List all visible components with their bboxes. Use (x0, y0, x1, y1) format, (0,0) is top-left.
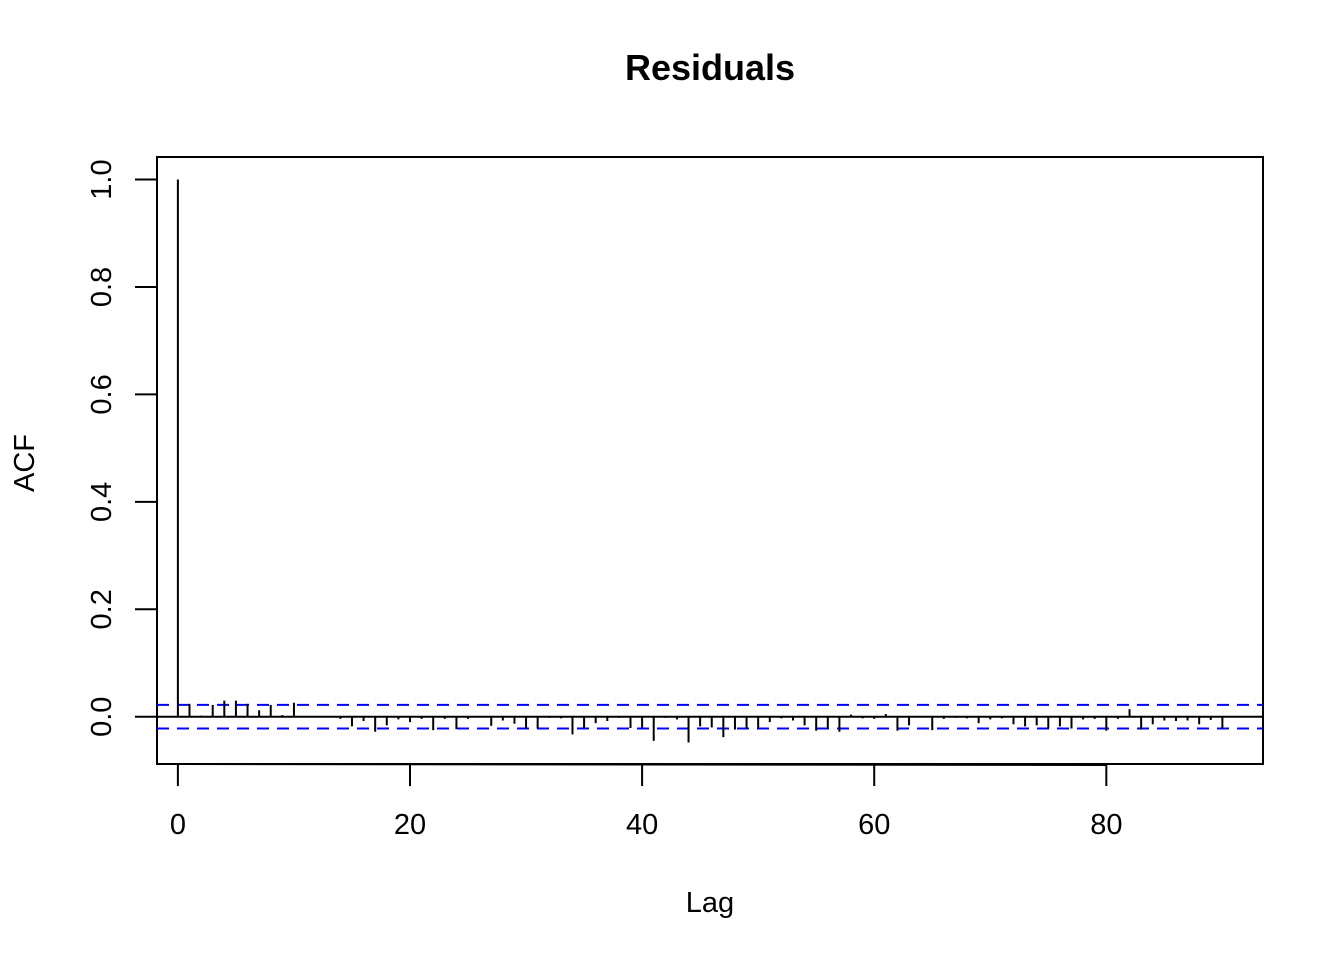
chart-title: Residuals (625, 47, 795, 88)
y-tick-label: 0.0 (86, 697, 118, 737)
y-tick-label: 1.0 (86, 159, 118, 199)
y-tick-label: 0.2 (86, 589, 118, 629)
y-tick-label: 0.4 (86, 482, 118, 522)
x-tick-label: 80 (1090, 809, 1122, 841)
x-tick-label: 40 (626, 809, 658, 841)
y-tick-label: 0.8 (86, 267, 118, 307)
x-tick-label: 0 (170, 809, 186, 841)
x-tick-label: 20 (394, 809, 426, 841)
plot-area: 0 20 40 60 80 0.0 0.2 0.4 0.6 0.8 1.0 (86, 156, 1264, 841)
x-axis-label: Lag (686, 887, 734, 919)
x-tick-label: 60 (858, 809, 890, 841)
y-tick-label: 0.6 (86, 374, 118, 414)
y-axis-label: ACF (9, 434, 41, 492)
plot-frame (156, 156, 1264, 765)
